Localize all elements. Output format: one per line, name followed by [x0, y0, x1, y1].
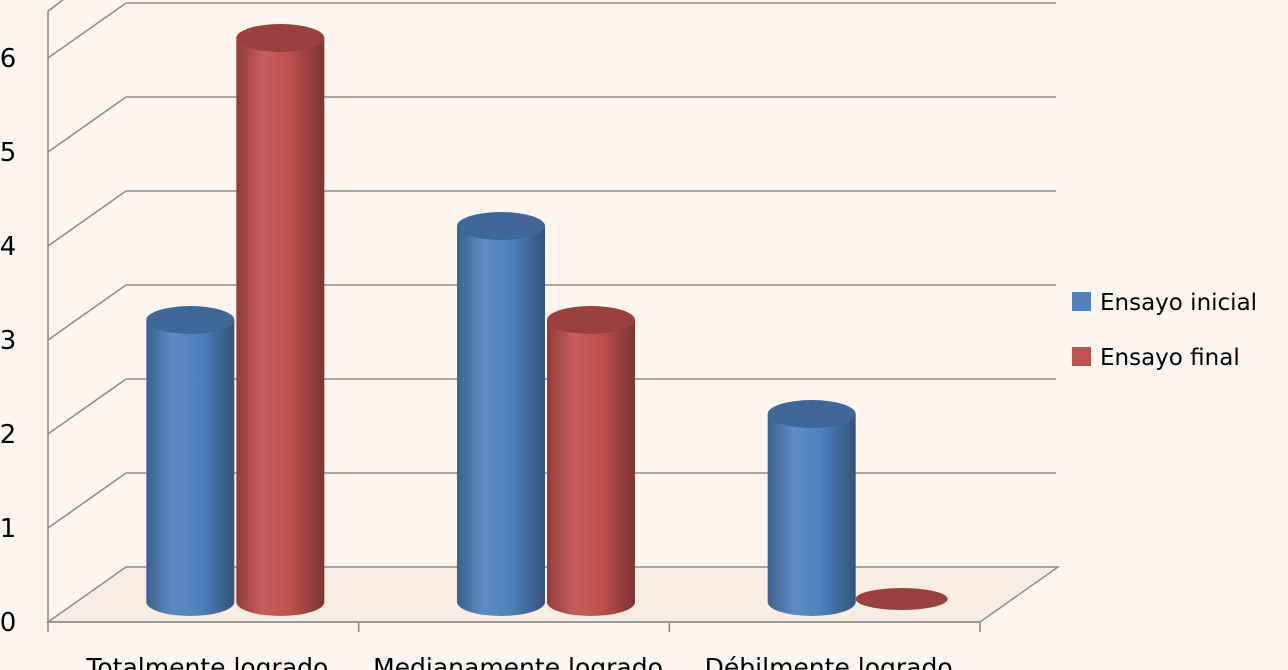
legend-label: Ensayo inicial: [1100, 290, 1257, 316]
bar-ensayo-inicial: [457, 212, 545, 616]
bar-top: [547, 306, 635, 334]
gridline-diagonal: [47, 2, 127, 59]
bar-ensayo-final: [236, 24, 325, 616]
gridline-diagonal: [47, 190, 127, 247]
bar-top: [457, 212, 545, 240]
bar-body: [767, 414, 856, 617]
axes: [47, 11, 981, 632]
y-tick-label: 0: [0, 608, 16, 638]
legend-swatch: [1072, 292, 1091, 311]
bars: [146, 24, 948, 617]
x-category-label: Medianamente logrado: [373, 653, 663, 670]
y-tick-label: 5: [0, 138, 16, 168]
bar-body: [236, 38, 325, 616]
gridline-diagonal: [47, 284, 127, 341]
legend-label: Ensayo final: [1100, 345, 1240, 371]
bar-body: [457, 226, 545, 616]
x-category-label: Débilmente logrado: [705, 653, 953, 670]
y-tick-label: 6: [0, 44, 16, 74]
bar-body: [146, 320, 235, 617]
axis-labels: 0 1 2 3 4 5 6 Totalmente logrado Medianamente lo…: [0, 44, 953, 670]
bar-ensayo-inicial: [767, 400, 856, 617]
gridline-diagonal: [47, 0, 65, 12]
bar-top: [146, 306, 235, 334]
gridline-diagonal: [47, 472, 127, 529]
x-category-label: Totalmente logrado: [85, 653, 328, 670]
legend: Ensayo inicial Ensayo final: [1072, 290, 1257, 371]
gridline-diagonal: [47, 378, 127, 435]
y-tick-label: 2: [0, 420, 16, 450]
bar-top: [767, 400, 856, 428]
bar-ensayo-inicial: [146, 306, 235, 617]
bar-top: [855, 588, 948, 610]
legend-swatch: [1072, 347, 1091, 366]
bar-ensayo-final: [855, 588, 948, 610]
bar-ensayo-final: [547, 306, 635, 616]
bar-top: [236, 24, 325, 52]
y-tick-label: 4: [0, 232, 16, 262]
y-tick-label: 1: [0, 514, 16, 544]
gridline-diagonal: [47, 96, 127, 153]
y-tick-label: 3: [0, 326, 16, 356]
bar-body: [547, 320, 635, 616]
